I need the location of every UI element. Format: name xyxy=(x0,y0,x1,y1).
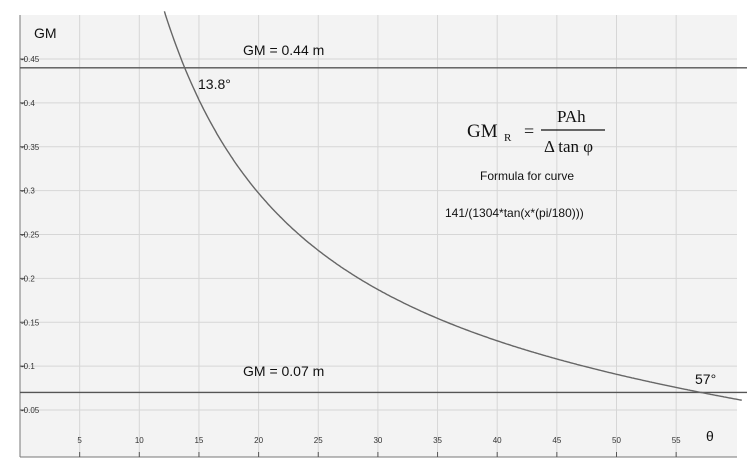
y-tick-label: -0.35 xyxy=(21,143,40,152)
upper-intersection-label: 13.8° xyxy=(198,76,231,92)
equation-lhs-sub: R xyxy=(504,132,512,144)
x-tick-label: 45 xyxy=(552,436,561,445)
hline-label-upper: GM = 0.44 m xyxy=(243,42,324,58)
x-tick-label: 30 xyxy=(373,436,382,445)
x-axis-label: θ xyxy=(706,428,714,444)
hline-label-lower: GM = 0.07 m xyxy=(243,363,324,379)
formula-equation: GM R = PAh Δ tan φ xyxy=(467,107,605,156)
x-tick-label: 40 xyxy=(493,436,502,445)
equation-equals: = xyxy=(524,121,534,141)
y-tick-label: -0.3 xyxy=(21,187,35,196)
hlines xyxy=(20,67,747,394)
x-tick-label: 50 xyxy=(612,436,621,445)
x-tick-label: 20 xyxy=(254,436,263,445)
y-tick-label: -0.45 xyxy=(21,55,40,64)
y-tick-label: -0.25 xyxy=(21,231,40,240)
equation-numerator: PAh xyxy=(557,107,586,126)
grid xyxy=(20,15,737,457)
y-tick-label: -0.15 xyxy=(21,318,40,327)
lower-intersection-label: 57° xyxy=(695,371,716,387)
equation-lhs: GM xyxy=(467,121,498,142)
y-tick-label: -0.05 xyxy=(21,406,40,415)
y-axis-label: GM xyxy=(34,25,57,41)
x-tick-label: 35 xyxy=(433,436,442,445)
x-tick-label: 25 xyxy=(314,436,323,445)
formula-caption: Formula for curve xyxy=(480,169,574,183)
ticks: 5 10 15 20 25 30 35 40 45 50 55 -0.05 -0.1 -0.15 -0.2 -… xyxy=(20,55,681,457)
curve-line xyxy=(163,11,742,401)
equation-denominator: Δ tan φ xyxy=(544,137,593,156)
x-tick-label: 5 xyxy=(77,436,82,445)
y-tick-label: -0.1 xyxy=(21,362,35,371)
x-tick-label: 15 xyxy=(194,436,203,445)
x-tick-label: 55 xyxy=(672,436,681,445)
plot-area xyxy=(20,15,737,457)
y-tick-label: -0.2 xyxy=(21,274,35,283)
formula-text: 141/(1304*tan(x*(pi/180))) xyxy=(445,206,584,220)
x-tick-label: 10 xyxy=(135,436,144,445)
y-tick-label: -0.4 xyxy=(21,99,35,108)
